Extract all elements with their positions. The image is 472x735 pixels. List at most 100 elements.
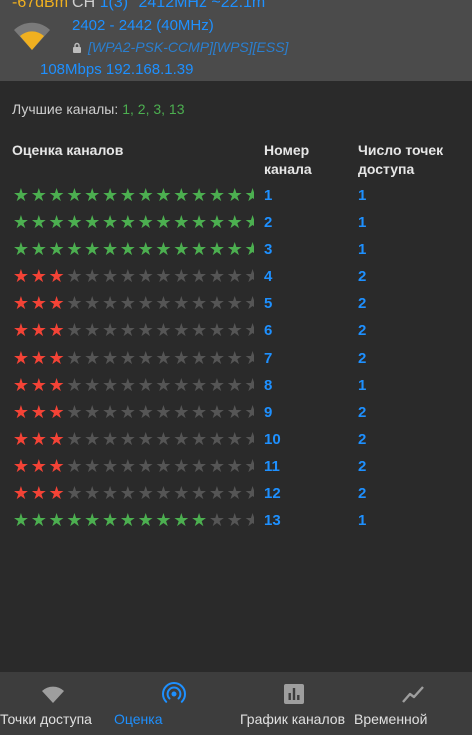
channel-number-cell: 11 [264, 457, 280, 475]
star-icon: ★ [119, 267, 136, 286]
table-row: ★★★★★★★★★★★★★★ 9 2 [0, 399, 472, 426]
star-icon: ★ [208, 348, 225, 367]
star-icon: ★ [84, 186, 101, 204]
star-icon: ★ [191, 511, 208, 530]
star-icon: ★ [48, 375, 65, 394]
star-icon: ★ [208, 484, 225, 503]
star-icon: ★ [226, 484, 243, 503]
star-icon: ★ [244, 511, 254, 530]
star-icon: ★ [66, 186, 83, 204]
star-icon: ★ [155, 429, 172, 448]
star-icon: ★ [226, 348, 243, 367]
star-icon: ★ [137, 402, 154, 421]
star-icon: ★ [30, 456, 47, 475]
star-icon: ★ [226, 429, 243, 448]
star-icon: ★ [101, 240, 119, 259]
star-icon: ★ [173, 294, 190, 313]
nav-label-access-points: Точки доступа [0, 711, 92, 727]
star-icon: ★ [208, 511, 225, 530]
channel-number-cell: 10 [264, 430, 281, 448]
star-icon: ★ [101, 186, 119, 204]
star-icon: ★ [155, 402, 172, 421]
nav-tab-channel-graph[interactable]: График каналов [232, 672, 352, 735]
star-icon: ★ [66, 240, 83, 259]
column-header-rating: Оценка каналов [12, 142, 124, 158]
star-icon: ★ [12, 321, 30, 340]
star-icon: ★ [208, 213, 225, 232]
bar-chart-icon [284, 684, 304, 704]
nav-label-rating: Оценка [114, 711, 163, 727]
star-icon: ★ [119, 213, 136, 232]
access-point-count-cell: 2 [358, 322, 367, 340]
star-icon: ★ [208, 240, 225, 259]
channel-number-cell: 9 [264, 403, 273, 421]
star-icon: ★ [155, 240, 172, 259]
table-row: ★★★★★★★★★★★★★★ 12 2 [0, 480, 472, 507]
star-icon: ★ [208, 456, 225, 475]
table-row: ★★★★★★★★★★★★★★ 2 1 [0, 209, 472, 236]
star-icon: ★ [12, 213, 30, 232]
link-info: 108Mbps 192.168.1.39 [40, 61, 194, 78]
access-point-count-cell: 2 [358, 268, 367, 286]
star-icon: ★ [244, 375, 254, 394]
star-icon: ★ [244, 484, 254, 503]
channel-number-cell: 4 [264, 268, 273, 286]
star-icon: ★ [84, 375, 101, 394]
star-icon: ★ [244, 186, 254, 204]
access-point-count-cell: 1 [358, 241, 367, 259]
star-icon: ★ [12, 348, 30, 367]
star-icon: ★ [119, 348, 136, 367]
star-icon: ★ [137, 186, 154, 204]
frequency-band: 2402 - 2442 (40MHz) [72, 17, 214, 34]
star-icon: ★ [191, 402, 208, 421]
star-icon: ★ [173, 213, 190, 232]
star-icon: ★ [191, 429, 208, 448]
star-icon: ★ [119, 294, 136, 313]
star-icon: ★ [101, 348, 119, 367]
access-point-count-cell: 2 [358, 349, 367, 367]
star-icon: ★ [48, 321, 65, 340]
star-icon: ★ [12, 429, 30, 448]
star-icon: ★ [155, 186, 172, 204]
best-channels-label: Лучшие каналы: [12, 101, 119, 117]
star-icon: ★ [208, 429, 225, 448]
star-icon: ★ [48, 402, 65, 421]
star-icon: ★ [12, 484, 30, 503]
star-icon: ★ [208, 186, 225, 204]
table-row: ★★★★★★★★★★★★★★ 4 2 [0, 263, 472, 290]
rating-stars: ★★★★★★★★★★★★★★ [12, 403, 254, 421]
star-icon: ★ [30, 402, 47, 421]
star-icon: ★ [244, 294, 254, 313]
star-icon: ★ [48, 267, 65, 286]
star-icon: ★ [48, 511, 65, 530]
star-icon: ★ [48, 240, 65, 259]
star-icon: ★ [66, 267, 83, 286]
access-point-count-cell: 2 [358, 430, 367, 448]
nav-tab-rating[interactable]: Оценка [112, 672, 232, 735]
nav-tab-time-graph[interactable]: Временной [352, 672, 472, 735]
wifi-signal-icon [14, 22, 50, 50]
channel-number-cell: 13 [264, 512, 281, 530]
star-icon: ★ [191, 240, 208, 259]
star-icon: ★ [30, 429, 47, 448]
star-icon: ★ [12, 456, 30, 475]
star-icon: ★ [244, 213, 254, 232]
star-icon: ★ [66, 375, 83, 394]
star-icon: ★ [30, 267, 47, 286]
channel-label: CH [72, 0, 96, 11]
star-icon: ★ [191, 375, 208, 394]
star-icon: ★ [137, 484, 154, 503]
nav-tab-access-points[interactable]: Точки доступа [0, 672, 112, 735]
star-icon: ★ [48, 484, 65, 503]
rating-stars: ★★★★★★★★★★★★★★ [12, 186, 254, 204]
rating-stars: ★★★★★★★★★★★★★★ [12, 267, 254, 285]
star-icon: ★ [173, 484, 190, 503]
star-icon: ★ [173, 456, 190, 475]
star-icon: ★ [208, 402, 225, 421]
star-icon: ★ [119, 456, 136, 475]
rating-stars: ★★★★★★★★★★★★★★ [12, 349, 254, 367]
star-icon: ★ [137, 429, 154, 448]
star-icon: ★ [84, 456, 101, 475]
access-point-count-cell: 1 [358, 214, 367, 232]
table-row: ★★★★★★★★★★★★★★ 7 2 [0, 345, 472, 372]
